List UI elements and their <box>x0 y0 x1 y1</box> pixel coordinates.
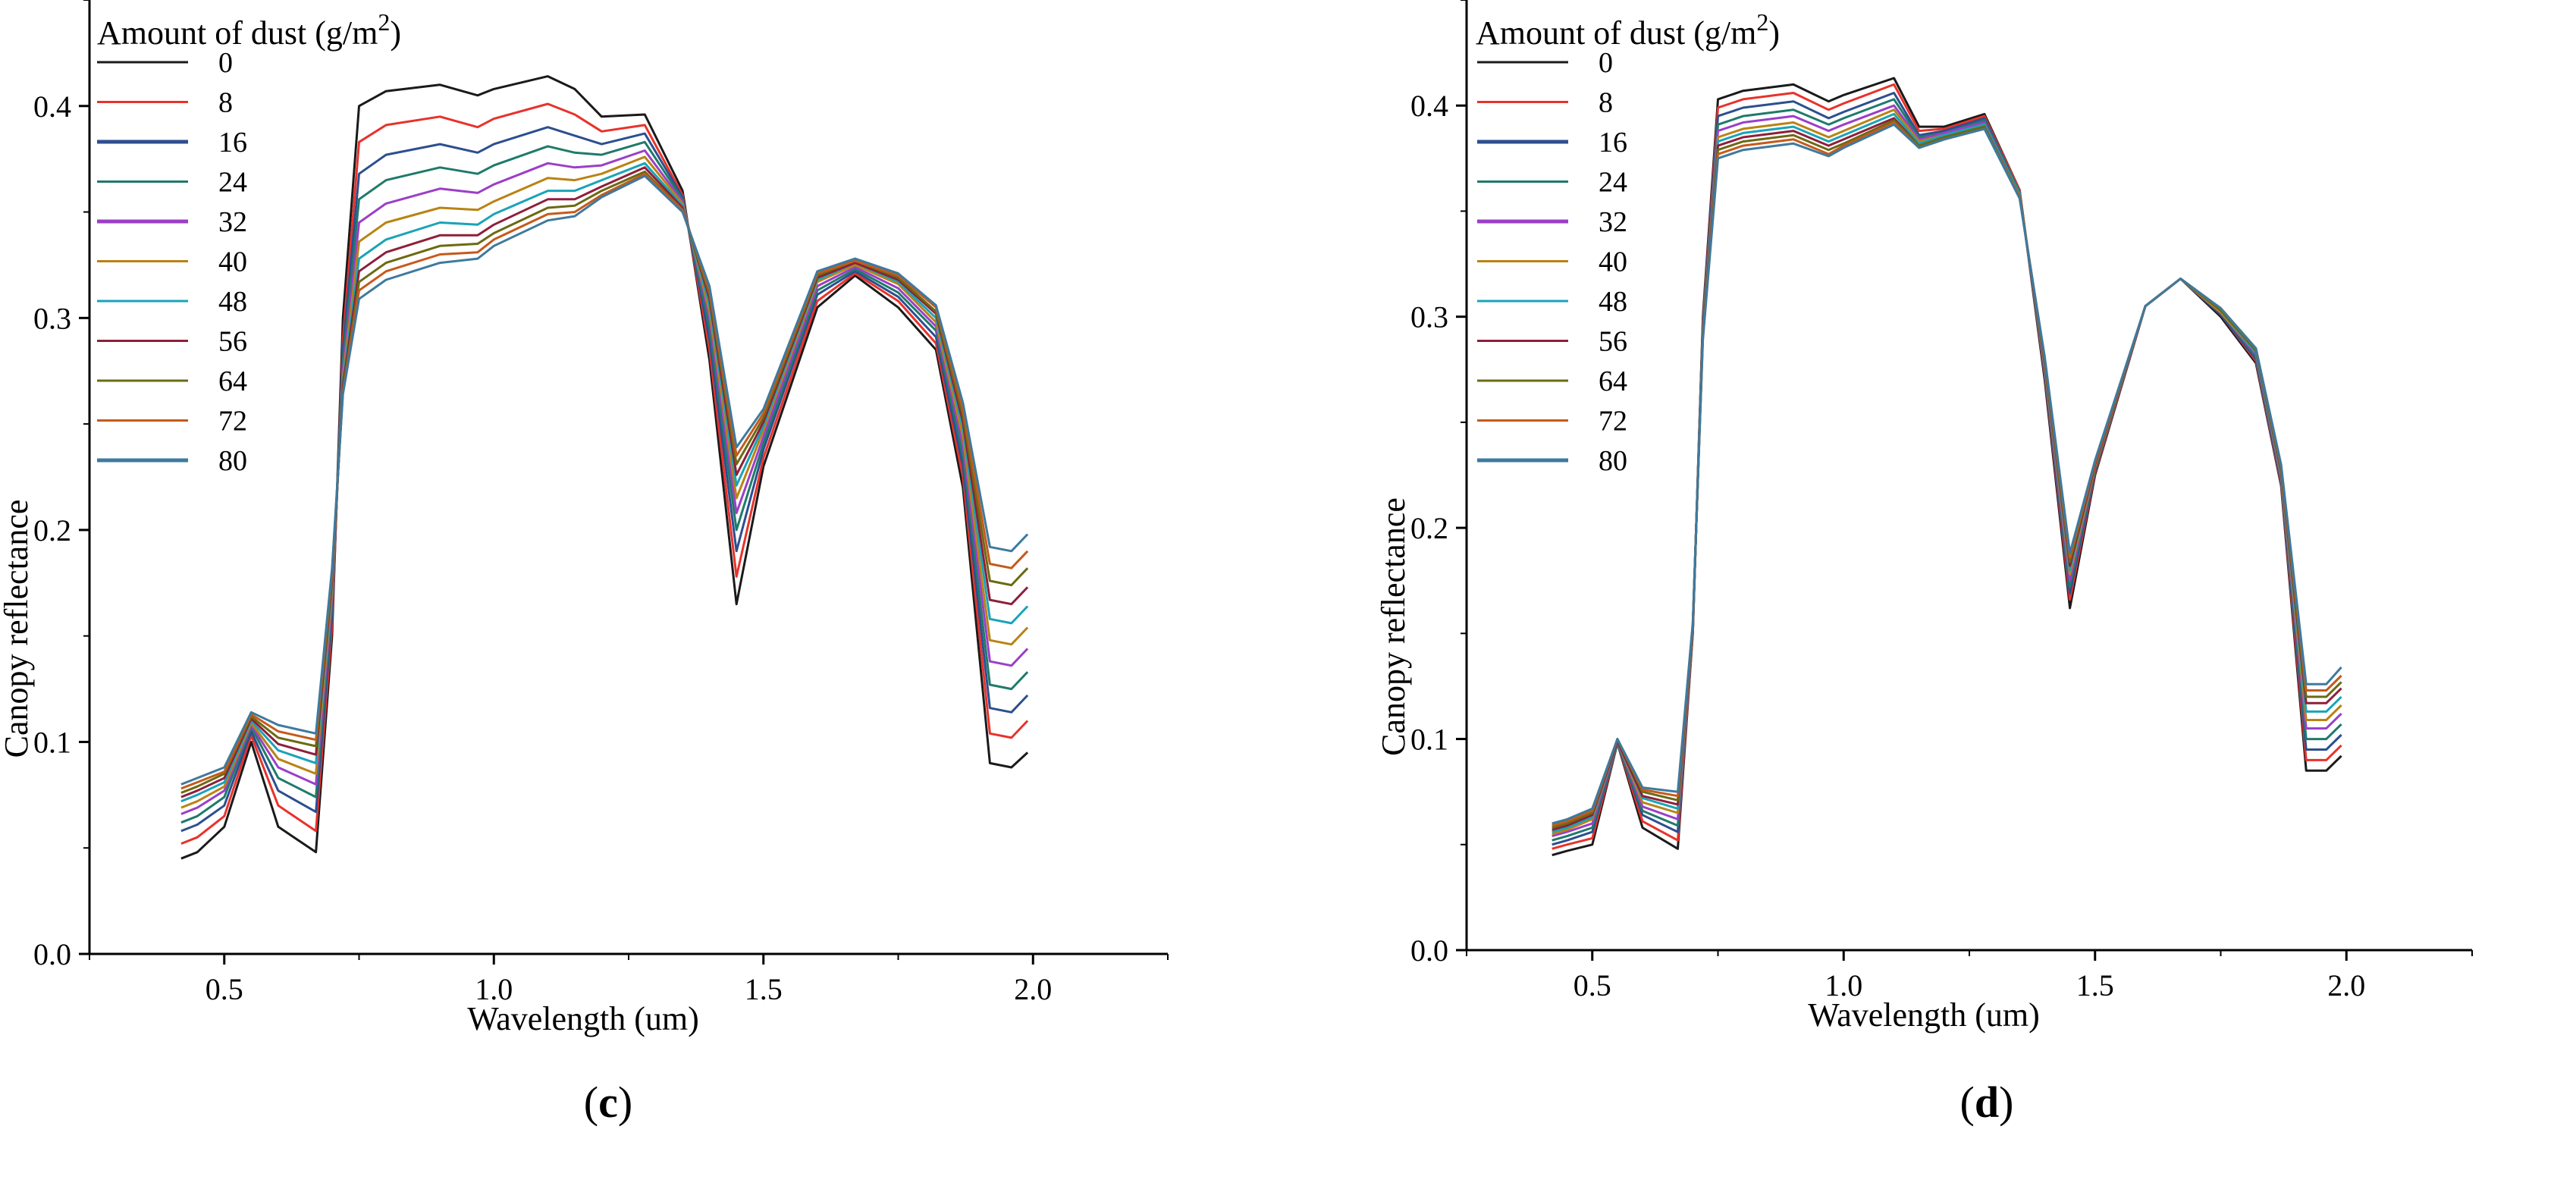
legend-label-40: 40 <box>1599 246 1627 278</box>
legend-label-24: 24 <box>1599 167 1627 199</box>
series-line-40 <box>1552 108 2342 836</box>
legend-label-32: 32 <box>1599 206 1627 238</box>
legend-title: Amount of dust (g/m2) <box>1476 8 1780 52</box>
series-line-8 <box>1552 83 2342 850</box>
legend-label-8: 8 <box>1599 87 1613 119</box>
x-tick-label: 2.0 <box>1014 972 1052 1006</box>
caption-close: ) <box>1999 1078 2014 1127</box>
legend-label-40: 40 <box>218 246 247 278</box>
legend-title: Amount of dust (g/m2) <box>97 8 401 52</box>
y-tick-label: 0.0 <box>1410 933 1448 968</box>
y-tick-label: 0.3 <box>1410 300 1448 334</box>
y-axis-title: Canopy reflectance <box>1375 497 1412 756</box>
y-tick-label: 0.4 <box>1410 89 1448 123</box>
series-line-80 <box>1552 123 2342 825</box>
legend-label-64: 64 <box>218 365 247 397</box>
series-line-0 <box>180 75 1029 860</box>
series-line-24 <box>180 140 1029 824</box>
legend-label-16: 16 <box>218 127 247 158</box>
y-tick-label: 0.2 <box>1410 511 1448 545</box>
legend-label-24: 24 <box>218 167 247 199</box>
y-tick-label: 0.0 <box>33 937 71 971</box>
x-tick-label: 2.0 <box>2327 968 2365 1002</box>
series-line-16 <box>1552 92 2342 846</box>
x-axis-title: Wavelength (um) <box>467 1000 699 1037</box>
series-line-48 <box>1552 112 2342 833</box>
legend-label-72: 72 <box>218 406 247 438</box>
chart-panel-c: 0.0 0.1 0.2 0.3 0.4 0.5 1.0 1.5 2.0 Wavelength (u… <box>0 0 1169 1037</box>
legend-label-64: 64 <box>1599 365 1627 397</box>
series-line-24 <box>1552 98 2342 842</box>
legend-label-56: 56 <box>1599 326 1627 358</box>
series-line-72 <box>180 172 1029 790</box>
series-line-32 <box>1552 104 2342 838</box>
series-line-48 <box>180 162 1029 803</box>
series-line-56 <box>180 166 1029 798</box>
y-tick-label: 0.2 <box>33 513 71 547</box>
caption-letter: d <box>1974 1078 2000 1127</box>
x-axis-title: Wavelength (um) <box>1808 996 2040 1034</box>
series-line-64 <box>1552 119 2342 829</box>
caption-letter: c <box>598 1078 618 1127</box>
y-tick-label: 0.1 <box>1410 723 1448 757</box>
series-line-16 <box>180 126 1029 833</box>
legend-label-16: 16 <box>1599 127 1627 158</box>
series-line-56 <box>1552 117 2342 831</box>
x-tick-label: 0.5 <box>206 972 243 1006</box>
x-tick-label: 0.5 <box>1574 968 1611 1002</box>
legend-label-8: 8 <box>218 87 233 119</box>
caption-open: ( <box>1959 1078 1975 1127</box>
x-tick-label: 1.0 <box>1825 968 1862 1002</box>
series-line-8 <box>180 102 1029 845</box>
legend-label-48: 48 <box>218 286 247 318</box>
legend-label-32: 32 <box>218 206 247 238</box>
y-axis-title: Canopy reflectance <box>0 500 35 758</box>
y-tick-label: 0.4 <box>33 89 71 124</box>
legend-label-80: 80 <box>1599 445 1627 477</box>
series-line-72 <box>1552 121 2342 827</box>
chart-panel-d: 0.0 0.1 0.2 0.3 0.4 0.5 1.0 1.5 2.0 Wavelength (u… <box>1375 0 2473 1034</box>
series-line-80 <box>180 174 1029 786</box>
panel-caption-c: (c) <box>532 1077 684 1128</box>
y-tick-label: 0.1 <box>33 725 71 759</box>
legend-label-48: 48 <box>1599 286 1627 318</box>
legend-label-0: 0 <box>218 47 233 79</box>
x-tick-label: 1.5 <box>745 972 783 1006</box>
caption-open: ( <box>583 1078 599 1127</box>
series-line-64 <box>180 170 1029 794</box>
series-line-32 <box>180 149 1029 815</box>
panel-caption-d: (d) <box>1911 1077 2063 1128</box>
legend-label-56: 56 <box>218 326 247 358</box>
series-line-40 <box>180 155 1029 809</box>
y-tick-label: 0.3 <box>33 301 71 335</box>
x-tick-label: 1.5 <box>2076 968 2114 1002</box>
legend-label-72: 72 <box>1599 406 1627 438</box>
series-line-0 <box>1552 77 2342 857</box>
legend-label-0: 0 <box>1599 47 1613 79</box>
legend-label-80: 80 <box>218 445 247 477</box>
caption-close: ) <box>617 1078 633 1127</box>
x-tick-label: 1.0 <box>475 972 513 1006</box>
